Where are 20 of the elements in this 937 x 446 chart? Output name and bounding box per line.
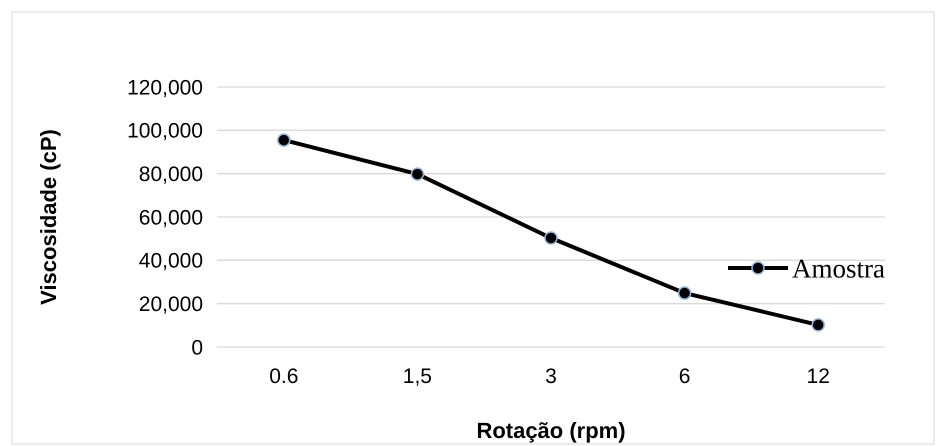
y-tick-label: 100,000 bbox=[127, 120, 203, 143]
x-tick-label: 6 bbox=[678, 365, 690, 388]
legend-label: Amostra bbox=[792, 253, 885, 284]
y-tick-label: 80,000 bbox=[138, 163, 203, 186]
x-tick-label: 12 bbox=[806, 365, 830, 388]
x-tick-label: 0.6 bbox=[269, 365, 298, 388]
y-axis-title: Viscosidade (cP) bbox=[36, 129, 61, 305]
point bbox=[544, 231, 558, 245]
x-tick-label: 1,5 bbox=[402, 365, 432, 388]
point bbox=[410, 167, 424, 181]
y-tick-label: 60,000 bbox=[138, 206, 203, 230]
y-tick-label: 0 bbox=[191, 336, 203, 360]
x-tick-label: 3 bbox=[545, 365, 557, 388]
x-axis-title: Rotação (rpm) bbox=[476, 418, 626, 443]
y-tick-label: 40,000 bbox=[138, 250, 203, 273]
y-tick-label: 20,000 bbox=[138, 293, 203, 316]
point bbox=[811, 318, 825, 332]
point bbox=[678, 286, 692, 300]
y-tick-label: 120,000 bbox=[127, 76, 203, 100]
point bbox=[277, 133, 291, 147]
